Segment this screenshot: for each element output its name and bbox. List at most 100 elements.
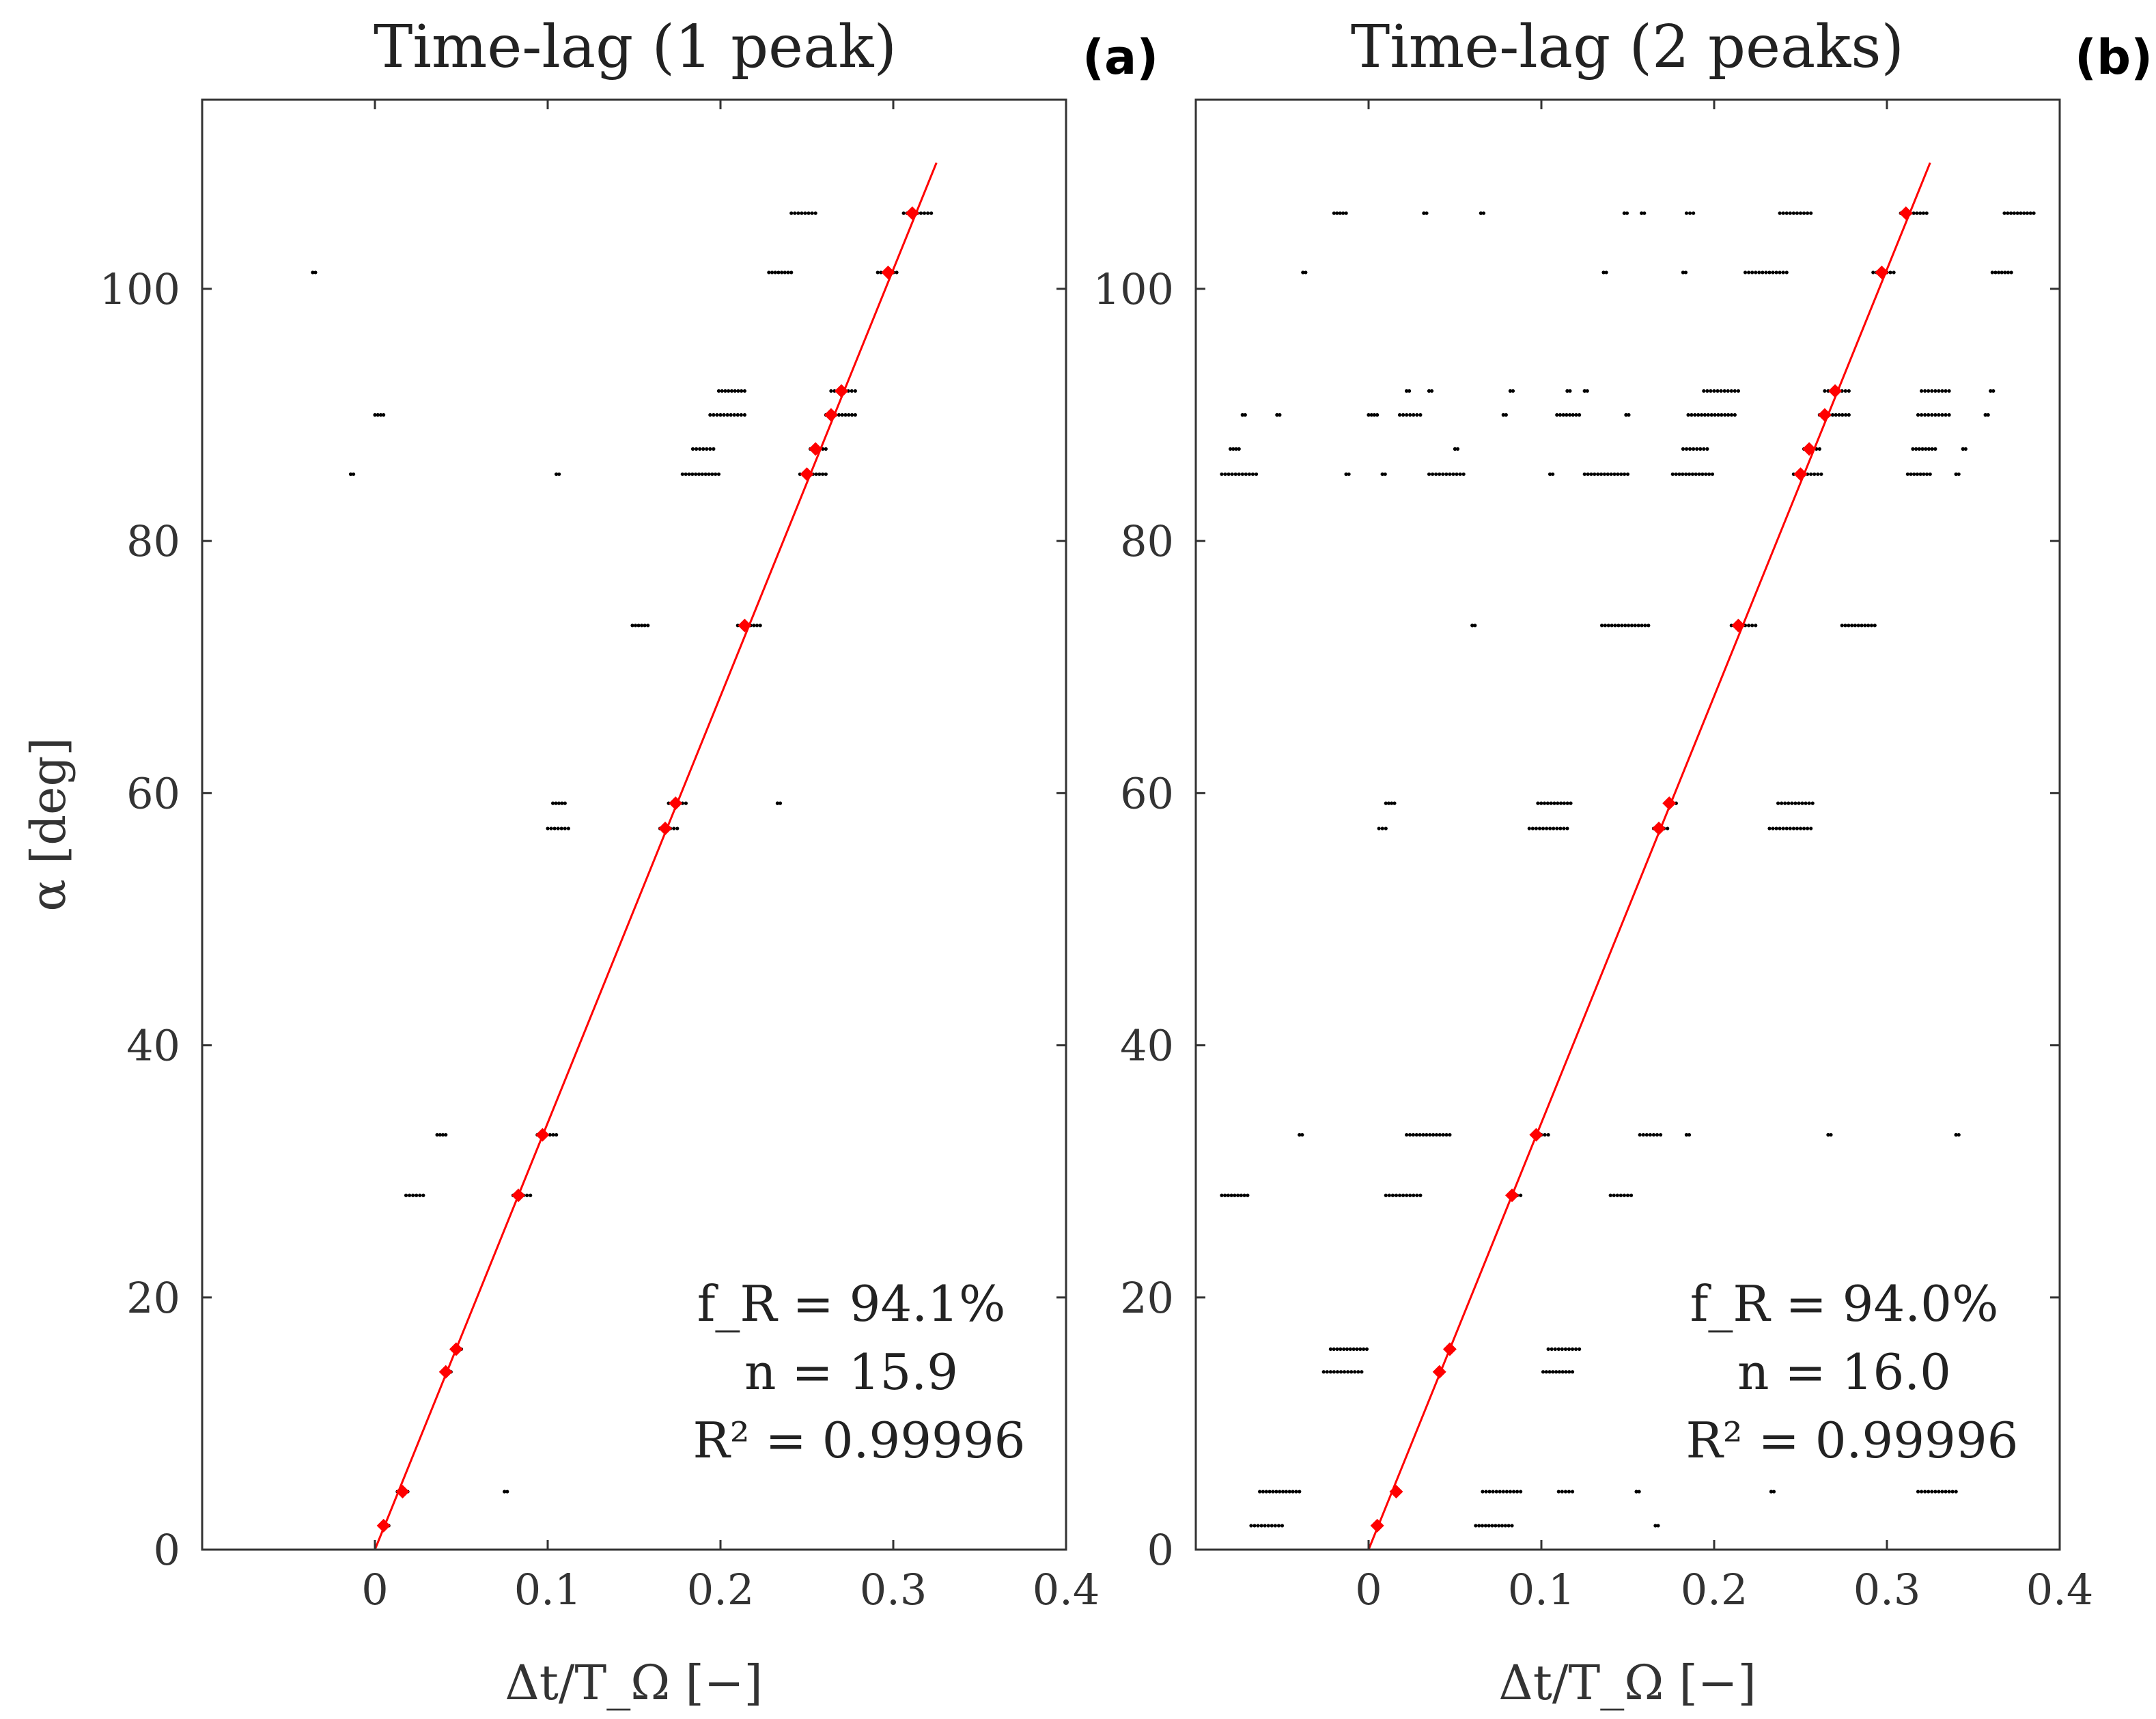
scatter-cluster-b <box>1427 472 1466 476</box>
scatter-point-b <box>1793 801 1797 805</box>
scatter-point-b <box>1380 472 1384 476</box>
scatter-point-b <box>1778 826 1782 830</box>
scatter-point-b <box>1448 472 1452 476</box>
scatter-point-b <box>1539 801 1543 805</box>
scatter-cluster-b <box>1681 447 1709 451</box>
scatter-point-a <box>758 624 762 628</box>
scatter-point-b <box>1550 1347 1554 1352</box>
scatter-point-b <box>1570 1490 1575 1494</box>
scatter-point-b <box>1555 826 1559 830</box>
scatter-point-b <box>1703 413 1707 417</box>
scatter-point-a <box>840 413 844 417</box>
scatter-point-b <box>1933 1490 1937 1494</box>
scatter-point-b <box>1346 1370 1350 1374</box>
scatter-cluster-b <box>1258 1490 1302 1494</box>
scatter-point-a <box>824 472 828 476</box>
scatter-point-b <box>1705 447 1709 451</box>
scatter-point-b <box>1558 801 1563 805</box>
scatter-point-b <box>1273 1524 1277 1528</box>
y-tick-label-b: 0 <box>1147 1525 1174 1575</box>
scatter-point-a <box>555 472 559 476</box>
scatter-point-a <box>776 270 781 275</box>
scatter-point-b <box>1911 447 1915 451</box>
scatter-point-a <box>554 801 558 805</box>
scatter-point-b <box>1582 472 1586 476</box>
scatter-point-b <box>1812 472 1817 476</box>
scatter-point-b <box>1408 1133 1412 1137</box>
scatter-cluster-a <box>311 270 318 275</box>
scatter-point-b <box>1795 211 1800 215</box>
scatter-point-a <box>814 472 818 476</box>
scatter-point-b <box>1830 413 1835 417</box>
scatter-point-b <box>2025 211 2030 215</box>
scatter-point-b <box>1543 1133 1547 1137</box>
scatter-point-b <box>1342 1347 1346 1352</box>
scatter-point-a <box>690 472 695 476</box>
scatter-cluster-b <box>1640 211 1647 215</box>
scatter-point-a <box>716 389 721 393</box>
scatter-point-b <box>1339 1347 1343 1352</box>
scatter-point-a <box>742 389 747 393</box>
scatter-point-b <box>1453 447 1457 451</box>
annotation-a: f_R = 94.1% n = 15.9 R² = 0.99996 <box>693 1275 1026 1469</box>
scatter-cluster-b <box>1427 389 1434 393</box>
scatter-point-b <box>1250 472 1255 476</box>
scatter-point-a <box>789 211 794 215</box>
x-tick-label-a: 0.3 <box>860 1565 927 1615</box>
scatter-point-a <box>703 472 708 476</box>
scatter-point-b <box>1847 413 1851 417</box>
scatter-point-b <box>1220 1193 1224 1197</box>
scatter-point-b <box>1616 624 1621 628</box>
scatter-point-b <box>1497 1524 1501 1528</box>
scatter-point-b <box>1658 1133 1663 1137</box>
y-tick-label-b: 20 <box>1120 1273 1174 1323</box>
scatter-point-b <box>1606 624 1610 628</box>
fit-point-b <box>1389 1485 1403 1499</box>
scatter-cluster-a <box>716 389 747 393</box>
x-axis-label-a: Δt/T_Ω [−] <box>505 1655 763 1711</box>
scatter-point-b <box>2006 211 2010 215</box>
scatter-point-b <box>1278 1490 1282 1494</box>
fit-point-a <box>395 1485 410 1499</box>
scatter-point-b <box>1687 1133 1692 1137</box>
scatter-point-b <box>1487 1490 1492 1494</box>
scatter-point-b <box>1802 826 1806 830</box>
scatter-point-b <box>1709 413 1713 417</box>
scatter-cluster-b <box>1634 1490 1641 1494</box>
scatter-point-a <box>780 270 784 275</box>
scatter-point-b <box>1774 826 1778 830</box>
scatter-point-b <box>1380 826 1384 830</box>
scatter-point-b <box>1927 389 1931 393</box>
scatter-point-b <box>1923 1490 1927 1494</box>
scatter-cluster-b <box>1608 1193 1634 1197</box>
scatter-point-b <box>1610 624 1614 628</box>
scatter-point-a <box>382 413 386 417</box>
scatter-point-b <box>1541 826 1545 830</box>
fit-point-b <box>1875 265 1889 279</box>
scatter-point-b <box>1405 389 1409 393</box>
scatter-cluster-b <box>1229 447 1241 451</box>
scatter-point-b <box>1690 472 1694 476</box>
scatter-point-a <box>351 472 356 476</box>
fit-point-b <box>1828 384 1843 398</box>
scatter-point-b <box>1271 1490 1275 1494</box>
scatter-point-b <box>1826 1133 1830 1137</box>
scatter-point-b <box>1563 1347 1568 1352</box>
x-tick-label-b: 0.3 <box>1853 1565 1921 1615</box>
scatter-point-b <box>1622 211 1627 215</box>
scatter-point-b <box>1274 1490 1278 1494</box>
scatter-cluster-b <box>1911 447 1937 451</box>
scatter-point-b <box>1481 211 1486 215</box>
scatter-point-b <box>2028 211 2032 215</box>
scatter-point-b <box>1781 211 1785 215</box>
scatter-point-b <box>1784 270 1789 275</box>
scatter-point-b <box>1431 1133 1436 1137</box>
scatter-point-b <box>1546 1347 1550 1352</box>
scatter-cluster-b <box>1670 472 1715 476</box>
scatter-cluster-b <box>1470 624 1477 628</box>
fit-point-a <box>376 1518 391 1533</box>
scatter-point-b <box>1750 624 1754 628</box>
scatter-point-b <box>1937 413 1941 417</box>
scatter-point-b <box>1709 389 1713 393</box>
scatter-point-b <box>1853 624 1858 628</box>
